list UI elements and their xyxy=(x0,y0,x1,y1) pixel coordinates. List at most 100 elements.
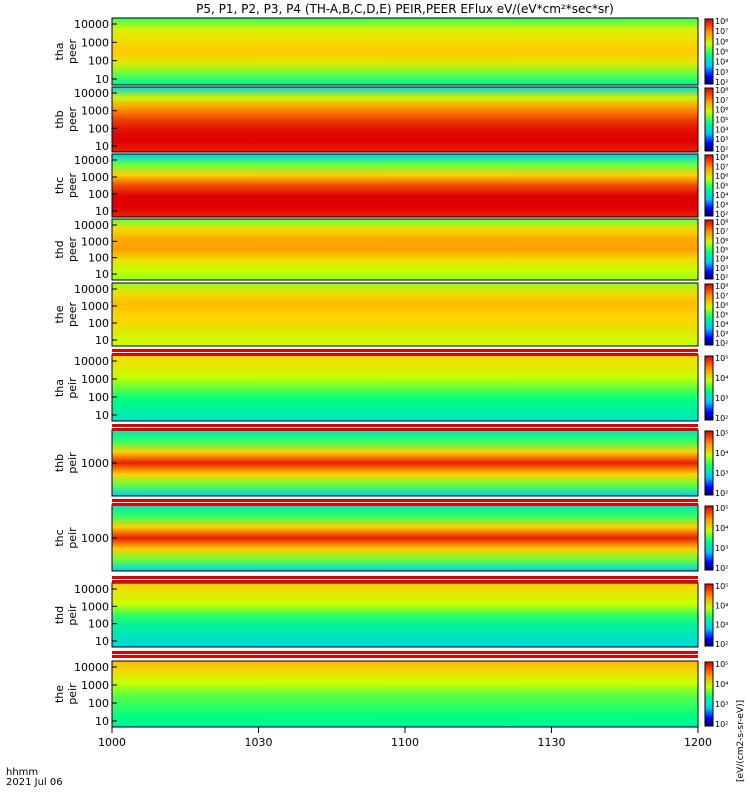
y-tick-label: 1000 xyxy=(81,235,109,248)
panel-thb-peer: 10000 1000 100 10 thb peer 10²10³10⁴10⁵10⁶10⁷1… xyxy=(53,86,728,154)
colorbar-tick-label: 10⁴ xyxy=(715,524,728,533)
panel-probe-label: tha xyxy=(53,379,66,397)
colorbar-tick-label: 10⁸ xyxy=(715,17,728,26)
panel-frame xyxy=(111,17,699,86)
y-tick-label: 1000 xyxy=(81,105,109,118)
time-axis-label: hhmm xyxy=(6,767,38,778)
y-tick-label: 10 xyxy=(95,268,109,281)
panel-frame xyxy=(111,153,699,218)
colorbar-tick-label: 10³ xyxy=(715,544,728,553)
spectrogram-image xyxy=(112,154,698,217)
colorbar-tick-label: 10⁵ xyxy=(715,116,728,125)
panel-the-peir: 10000 1000 100 10 the peir 10² 10³ 10⁴ 10⁵ xyxy=(53,660,728,729)
panel-thd-peir: 10000 1000 100 10 thd peir 10² 10³ 10⁴ 10⁵ xyxy=(53,582,728,649)
y-tick-label: 1000 xyxy=(81,300,109,313)
colorbar-tick-label: 10³ xyxy=(715,201,728,210)
panel-probe-label: the xyxy=(53,685,66,703)
spectrogram-image xyxy=(112,18,698,85)
y-tick-label: 10 xyxy=(95,635,109,648)
panel-separator xyxy=(112,349,698,352)
colorbar-tick-label: 10⁴ xyxy=(715,255,728,264)
panel-probe-label: thc xyxy=(53,177,66,194)
y-tick-label: 10 xyxy=(95,715,109,728)
panel-probe-label: tha xyxy=(53,42,66,60)
time-tick-label: 1100 xyxy=(391,736,419,749)
spectrogram-image xyxy=(112,283,698,346)
colorbar-tick-label: 10² xyxy=(715,414,728,423)
y-tick-label: 10000 xyxy=(74,583,109,596)
panel-species-label: peir xyxy=(66,452,79,474)
colorbar-tick-label: 10⁸ xyxy=(715,282,728,291)
colorbar-tick-label: 10⁶ xyxy=(715,106,728,115)
panel-species-label: peer xyxy=(66,302,79,328)
panel-separator xyxy=(112,576,698,579)
colorbar-tick-label: 10⁶ xyxy=(715,172,728,181)
colorbar-tick-label: 10³ xyxy=(715,394,728,403)
time-tick-label: 1200 xyxy=(684,736,712,749)
y-tick-label: 100 xyxy=(88,697,109,710)
colorbar-tick-label: 10² xyxy=(715,489,728,498)
colorbar-tick-label: 10⁴ xyxy=(715,125,728,134)
colorbar-tick-label: 10⁸ xyxy=(715,153,728,162)
y-tick-label: 100 xyxy=(88,55,109,68)
colorbar-tick-label: 10² xyxy=(715,564,728,573)
time-tick-label: 1030 xyxy=(245,736,273,749)
colorbar-tick-label: 10⁷ xyxy=(715,163,728,172)
panel-separator xyxy=(112,651,698,654)
spectrogram-image xyxy=(112,355,698,421)
figure-title: P5, P1, P2, P3, P4 (TH-A,B,C,D,E) PEIR,P… xyxy=(196,2,614,16)
panel-frame xyxy=(111,86,699,153)
colorbar: 10² 10³ 10⁴ 10⁵ xyxy=(704,429,728,498)
colorbar: 10² 10³ 10⁴ 10⁵ xyxy=(704,660,728,729)
panel-separator xyxy=(112,580,698,583)
colorbar-tick-label: 10⁷ xyxy=(715,27,728,36)
colorbar-tick-label: 10⁵ xyxy=(715,582,728,591)
colorbar-tick-label: 10² xyxy=(715,78,728,87)
time-tick-label: 1130 xyxy=(538,736,566,749)
panel-thc-peir: 1000 thc peir 10² 10³ 10⁴ 10⁵ xyxy=(53,504,728,573)
panel-species-label: peer xyxy=(66,39,79,65)
panel-frame xyxy=(111,218,699,281)
panel-separator xyxy=(112,424,698,427)
y-tick-label: 1000 xyxy=(81,600,109,613)
panel-separator xyxy=(112,655,698,658)
y-tick-label: 1000 xyxy=(81,532,109,545)
colorbar-tick-label: 10⁴ xyxy=(715,58,728,67)
y-tick-label: 1000 xyxy=(81,36,109,49)
colorbar-tick-label: 10⁵ xyxy=(715,354,728,363)
y-tick-label: 1000 xyxy=(81,679,109,692)
colorbar-tick-label: 10⁴ xyxy=(715,191,728,200)
colorbar-tick-label: 10² xyxy=(715,640,728,649)
colorbar-tick-label: 10² xyxy=(715,339,728,348)
colorbar-tick-label: 10³ xyxy=(715,68,728,77)
colorbar-tick-label: 10⁵ xyxy=(715,182,728,191)
panel-thc-peer: 10000 1000 100 10 thc peer 10²10³10⁴10⁵10⁶10⁷1… xyxy=(53,153,728,219)
panel-separator xyxy=(112,353,698,356)
panel-probe-label: thd xyxy=(53,240,66,258)
panel-thd-peer: 10000 1000 100 10 thd peer 10²10³10⁴10⁵10⁶10⁷1… xyxy=(53,218,728,282)
colorbar-tick-label: 10³ xyxy=(715,700,728,709)
time-axis-date: 2021 Jul 06 xyxy=(6,777,63,788)
y-tick-label: 10 xyxy=(95,205,109,218)
panel-species-label: peir xyxy=(66,527,79,549)
colorbar-tick-label: 10⁵ xyxy=(715,660,728,669)
colorbar-tick-label: 10³ xyxy=(715,469,728,478)
colorbar-tick-label: 10⁴ xyxy=(715,680,728,689)
colorbar-tick-label: 10⁷ xyxy=(715,227,728,236)
spectrogram-image xyxy=(112,430,698,496)
colorbar-tick-label: 10³ xyxy=(715,330,728,339)
panel-species-label: peer xyxy=(66,173,79,199)
colorbar-tick-label: 10² xyxy=(715,273,728,282)
panel-tha-peir: 10000 1000 100 10 tha peir 10² 10³ 10⁴ 10⁵ xyxy=(53,354,728,423)
y-tick-label: 100 xyxy=(88,122,109,135)
colorbar-tick-label: 10⁷ xyxy=(715,96,728,105)
y-tick-label: 100 xyxy=(88,618,109,631)
panel-species-label: peir xyxy=(66,604,79,626)
colorbar-tick-label: 10⁴ xyxy=(715,601,728,610)
